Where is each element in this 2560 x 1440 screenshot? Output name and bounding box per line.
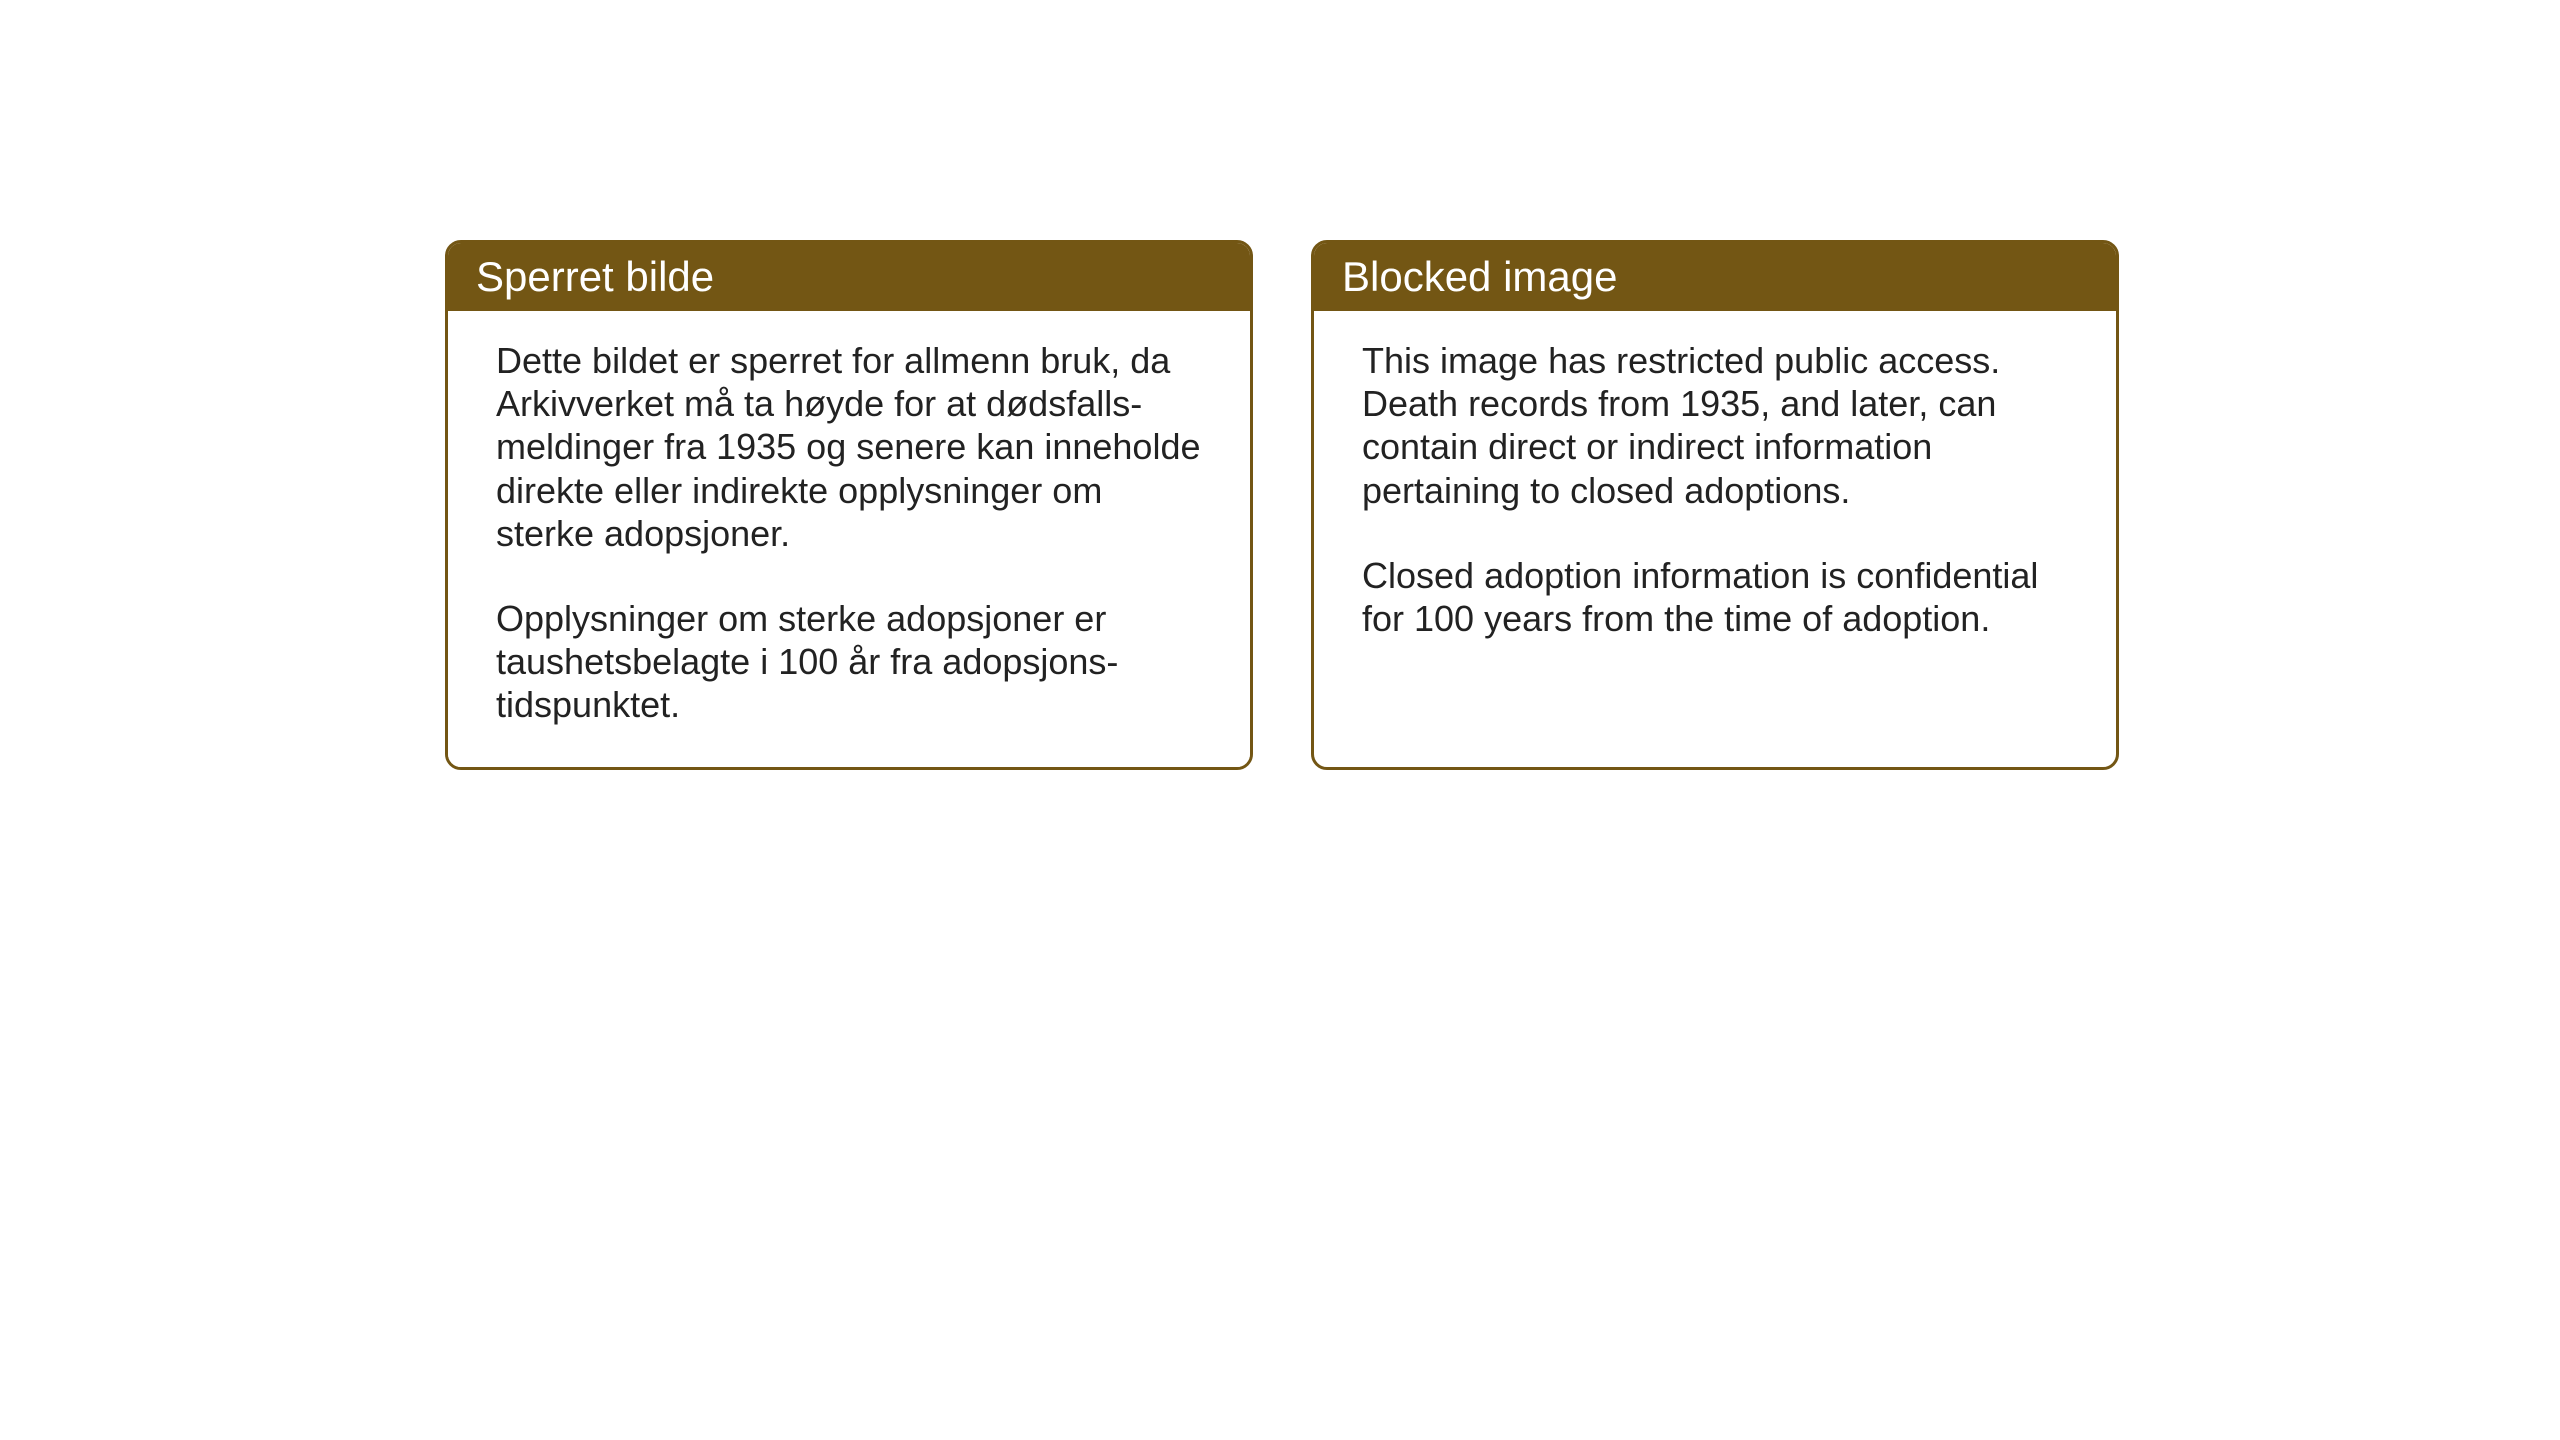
- notice-body-english: This image has restricted public access.…: [1314, 311, 2116, 680]
- notice-paragraph-2-english: Closed adoption information is confident…: [1362, 554, 2068, 640]
- notice-title-english: Blocked image: [1342, 253, 1617, 300]
- notice-paragraph-1-english: This image has restricted public access.…: [1362, 339, 2068, 512]
- notice-box-norwegian: Sperret bilde Dette bildet er sperret fo…: [445, 240, 1253, 770]
- notice-container: Sperret bilde Dette bildet er sperret fo…: [445, 240, 2119, 770]
- notice-header-english: Blocked image: [1314, 243, 2116, 311]
- notice-paragraph-2-norwegian: Opplysninger om sterke adopsjoner er tau…: [496, 597, 1202, 727]
- notice-box-english: Blocked image This image has restricted …: [1311, 240, 2119, 770]
- notice-header-norwegian: Sperret bilde: [448, 243, 1250, 311]
- notice-body-norwegian: Dette bildet er sperret for allmenn bruk…: [448, 311, 1250, 767]
- notice-title-norwegian: Sperret bilde: [476, 253, 714, 300]
- notice-paragraph-1-norwegian: Dette bildet er sperret for allmenn bruk…: [496, 339, 1202, 555]
